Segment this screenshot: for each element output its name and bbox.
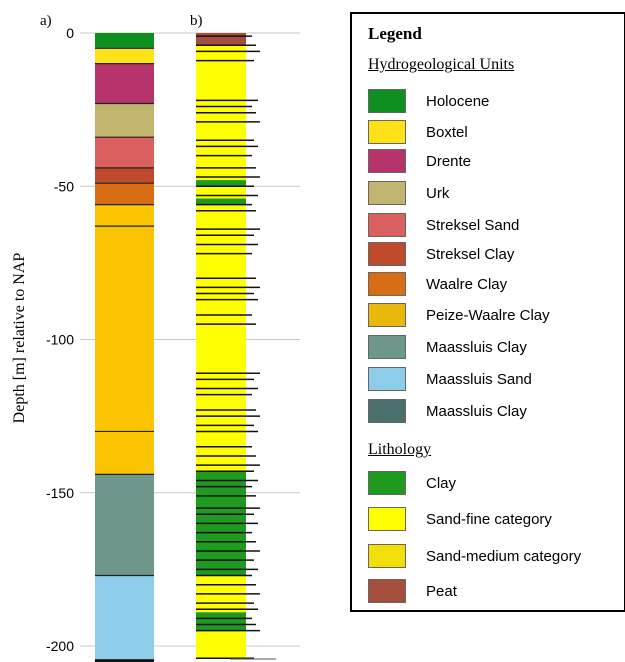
legend-label: Clay (426, 474, 457, 492)
swatch-streksel-sand (368, 213, 406, 237)
legend-label: Peize-Waalre Clay (426, 306, 550, 324)
legend-item-clay: Clay (368, 470, 456, 496)
y-axis-label: Depth [m] relative to NAP (11, 253, 28, 424)
legend-label: Drente (426, 152, 472, 170)
swatch-clay (368, 471, 406, 495)
unit-layer (95, 137, 154, 168)
swatch-peat (368, 579, 406, 603)
legend-label: Sand-fine category (426, 510, 552, 528)
y-tick-label: -200 (46, 638, 74, 654)
legend: Legend Hydrogeological Units Holocene Bo… (350, 12, 625, 612)
legend-label: Waalre Clay (426, 275, 508, 293)
legend-label: Maassluis Clay (426, 402, 527, 420)
swatch-drente (368, 149, 406, 173)
legend-label: Peat (426, 582, 457, 600)
lithology-layer (196, 33, 246, 46)
swatch-boxtel (368, 120, 406, 144)
lithology-layer (196, 198, 246, 205)
unit-layer (95, 204, 154, 475)
unit-layer (95, 167, 154, 184)
swatch-sand-fine (368, 507, 406, 531)
legend-item-waalre-clay: Waalre Clay (368, 271, 507, 297)
y-tick-labels: 0 -50 -100 -150 -200 (46, 25, 74, 654)
legend-item-sand-fine: Sand-fine category (368, 506, 552, 532)
legend-label: Urk (426, 184, 450, 202)
legend-label: Sand-medium category (426, 547, 582, 565)
legend-item-urk: Urk (368, 180, 449, 206)
lithology-layer (196, 612, 246, 631)
unit-layer (95, 575, 154, 662)
unit-layer (95, 474, 154, 576)
unit-layer (95, 63, 154, 104)
y-tick-label: 0 (66, 25, 74, 41)
legend-label: Streksel Clay (426, 245, 515, 263)
column-b-lithology (196, 33, 276, 660)
column-a-hydrogeological-units (95, 33, 154, 662)
legend-item-maassluis-clay-dark: Maassluis Clay (368, 398, 527, 424)
column-base (95, 659, 154, 662)
swatch-maassluis-sand (368, 367, 406, 391)
legend-label: Maassluis Clay (426, 338, 527, 356)
legend-item-maassluis-sand: Maassluis Sand (368, 366, 532, 392)
legend-label: Holocene (426, 92, 490, 110)
swatch-maassluis-clay (368, 335, 406, 359)
lithology-layer (196, 180, 246, 187)
legend-item-streksel-sand: Streksel Sand (368, 212, 519, 238)
legend-item-maassluis-clay: Maassluis Clay (368, 334, 527, 360)
legend-item-sand-medium: Sand-medium category (368, 543, 581, 569)
swatch-peize-waalre-clay (368, 303, 406, 327)
unit-layer (95, 48, 154, 64)
swatch-urk (368, 181, 406, 205)
legend-item-peat: Peat (368, 578, 457, 604)
swatch-streksel-clay (368, 242, 406, 266)
panel-b-label: b) (190, 13, 203, 29)
legend-item-boxtel: Boxtel (368, 119, 468, 145)
y-tick-label: -100 (46, 332, 74, 348)
legend-item-streksel-clay: Streksel Clay (368, 241, 514, 267)
lithology-layer (196, 204, 246, 472)
panel-a-label: a) (40, 13, 52, 29)
legend-item-drente: Drente (368, 148, 471, 174)
lithology-header: Lithology (368, 441, 432, 458)
swatch-holocene (368, 89, 406, 113)
swatch-sand-medium (368, 544, 406, 568)
swatch-maassluis-clay-dark (368, 399, 406, 423)
lithology-layer (196, 186, 246, 199)
legend-item-peize-waalre-clay: Peize-Waalre Clay (368, 302, 550, 328)
swatch-waalre-clay (368, 272, 406, 296)
legend-title: Legend (368, 24, 422, 43)
y-tick-label: -50 (54, 178, 74, 194)
y-tick-label: -150 (46, 485, 74, 501)
units-header: Hydrogeological Units (368, 56, 515, 73)
lithology-layer (196, 630, 246, 659)
legend-label: Boxtel (426, 123, 468, 141)
unit-layer (95, 33, 154, 49)
chart-area: a) b) Depth [m] relative to NAP 0 -50 -100… (11, 13, 300, 662)
legend-label: Maassluis Sand (426, 370, 532, 388)
legend-label: Streksel Sand (426, 216, 520, 234)
legend-item-holocene: Holocene (368, 88, 489, 114)
unit-layer (95, 183, 154, 205)
unit-layer (95, 103, 154, 138)
